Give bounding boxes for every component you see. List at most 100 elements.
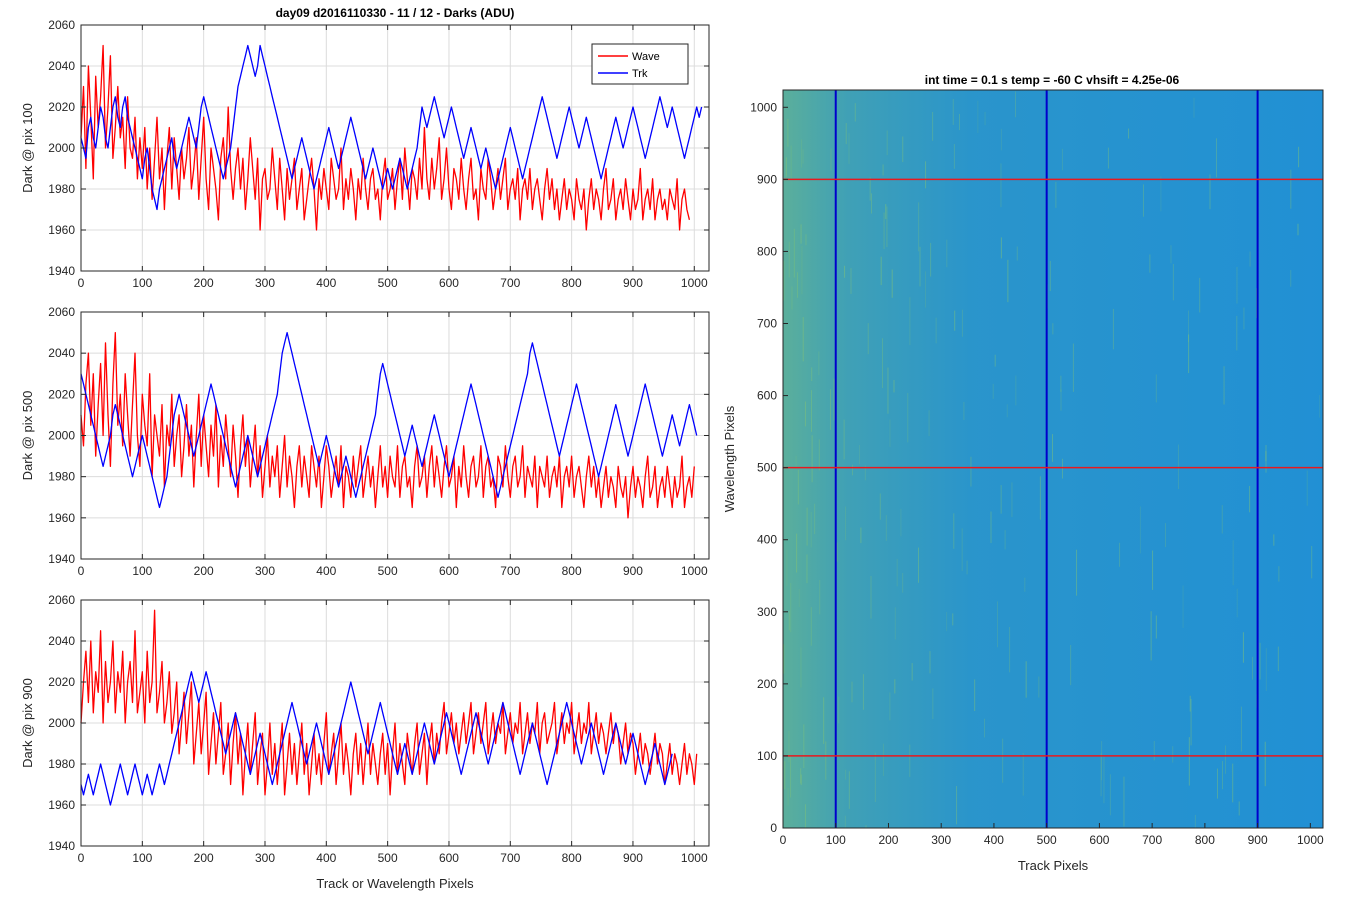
y-tick-label: 2040	[48, 346, 75, 360]
x-tick-label: 0	[780, 833, 787, 847]
y-tick-label: 400	[757, 533, 777, 547]
x-tick-label: 1000	[681, 564, 708, 578]
series-line-wave	[80, 331, 695, 519]
x-tick-label: 300	[931, 833, 951, 847]
y-tick-label: 2020	[48, 387, 75, 401]
x-tick-label: 200	[194, 851, 214, 865]
y-tick-label: 1960	[48, 798, 75, 812]
y-tick-label: 1980	[48, 182, 75, 196]
x-tick-label: 500	[1037, 833, 1057, 847]
y-tick-label: 600	[757, 389, 777, 403]
x-tick-label: 800	[562, 851, 582, 865]
y-tick-label: 1960	[48, 511, 75, 525]
x-tick-label: 500	[378, 276, 398, 290]
x-tick-label: 0	[78, 564, 85, 578]
x-tick-label: 600	[439, 276, 459, 290]
y-axis-label: Wavelength Pixels	[722, 405, 737, 512]
x-tick-label: 500	[378, 564, 398, 578]
y-tick-label: 1960	[48, 223, 75, 237]
x-tick-label: 100	[826, 833, 846, 847]
x-tick-label: 600	[439, 851, 459, 865]
y-tick-label: 1980	[48, 470, 75, 484]
x-tick-label: 800	[1195, 833, 1215, 847]
x-tick-label: 800	[562, 276, 582, 290]
x-tick-label: 600	[1089, 833, 1109, 847]
x-tick-label: 800	[562, 564, 582, 578]
x-tick-label: 900	[623, 564, 643, 578]
x-tick-label: 200	[194, 276, 214, 290]
series-line-trk	[80, 44, 703, 211]
x-tick-label: 300	[255, 851, 275, 865]
y-tick-label: 1940	[48, 264, 75, 278]
line-panel-3: 0 100 200 300 400 500 600 700 800 900 1000 1940 1960…	[20, 593, 710, 891]
y-tick-label: 300	[757, 605, 777, 619]
x-tick-label: 100	[132, 851, 152, 865]
x-tick-label: 900	[623, 276, 643, 290]
x-tick-label: 0	[78, 851, 85, 865]
heatmap-tint	[783, 90, 1323, 828]
y-axis-label: Dark @ pix 100	[20, 103, 35, 193]
y-tick-label: 2040	[48, 634, 75, 648]
heatmap-panel: int time = 0.1 s temp = -60 C vhsift = 4…	[722, 73, 1324, 873]
x-tick-label: 400	[984, 833, 1004, 847]
legend-box	[591, 43, 689, 85]
x-axis-label: Track or Wavelength Pixels	[316, 876, 474, 891]
y-tick-label: 900	[757, 172, 777, 186]
y-tick-label: 500	[757, 461, 777, 475]
line-panel-2: 0 100 200 300 400 500 600 700 800 900 1000 1940 1960…	[20, 305, 710, 578]
y-tick-label: 2000	[48, 716, 75, 730]
x-tick-label: 400	[316, 564, 336, 578]
line-panel-1: 0 100 200 300 400 500 600 700 800 900 1000 1940 1960…	[20, 18, 710, 290]
y-axis-label: Dark @ pix 900	[20, 678, 35, 768]
x-tick-label: 500	[378, 851, 398, 865]
x-tick-label: 600	[439, 564, 459, 578]
y-tick-label: 2040	[48, 59, 75, 73]
y-axis-label: Dark @ pix 500	[20, 391, 35, 481]
x-tick-label: 700	[500, 851, 520, 865]
x-tick-label: 700	[1142, 833, 1162, 847]
legend-label: Trk	[632, 68, 648, 80]
x-tick-label: 900	[1248, 833, 1268, 847]
y-tick-label: 2060	[48, 593, 75, 607]
y-tick-label: 200	[757, 677, 777, 691]
x-tick-label: 1000	[681, 851, 708, 865]
series-line-wave	[80, 609, 698, 796]
x-tick-label: 100	[132, 276, 152, 290]
x-tick-label: 1000	[681, 276, 708, 290]
y-tick-label: 1940	[48, 839, 75, 853]
y-tick-label: 2020	[48, 675, 75, 689]
y-tick-label: 1940	[48, 552, 75, 566]
x-tick-label: 200	[878, 833, 898, 847]
x-tick-label: 300	[255, 564, 275, 578]
y-tick-label: 100	[757, 749, 777, 763]
y-tick-label: 1000	[750, 100, 777, 114]
series-line-trk	[80, 671, 673, 806]
y-tick-label: 2000	[48, 141, 75, 155]
y-tick-label: 0	[770, 821, 777, 835]
y-tick-label: 700	[757, 317, 777, 331]
x-tick-label: 400	[316, 276, 336, 290]
y-tick-label: 2060	[48, 305, 75, 319]
x-axis-label: Track Pixels	[1018, 858, 1089, 873]
y-tick-label: 1980	[48, 757, 75, 771]
y-tick-label: 800	[757, 244, 777, 258]
x-tick-label: 0	[78, 276, 85, 290]
x-tick-label: 700	[500, 564, 520, 578]
x-tick-label: 400	[316, 851, 336, 865]
heatmap-axes-box	[782, 89, 1324, 829]
series-line-trk	[80, 331, 698, 509]
x-tick-label: 700	[500, 276, 520, 290]
figure-title: day09 d2016110330 - 11 / 12 - Darks (ADU…	[276, 6, 515, 20]
x-tick-label: 200	[194, 564, 214, 578]
x-tick-label: 900	[623, 851, 643, 865]
y-tick-label: 2000	[48, 429, 75, 443]
x-tick-label: 100	[132, 564, 152, 578]
x-tick-label: 1000	[1297, 833, 1324, 847]
legend-label: Wave	[632, 51, 660, 63]
heatmap-title: int time = 0.1 s temp = -60 C vhsift = 4…	[925, 73, 1180, 87]
line-panels: 0 100 200 300 400 500 600 700 800 900 100019401960…	[20, 18, 710, 891]
x-tick-label: 300	[255, 276, 275, 290]
y-tick-label: 2060	[48, 18, 75, 32]
y-tick-label: 2020	[48, 100, 75, 114]
